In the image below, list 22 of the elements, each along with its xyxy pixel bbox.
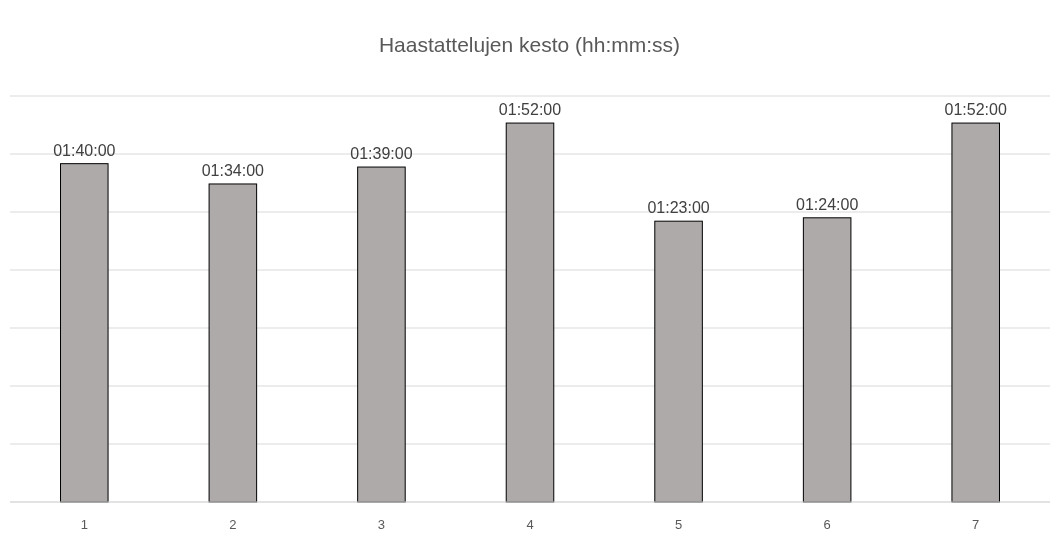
- data-label: 01:52:00: [944, 101, 1007, 119]
- data-label: 01:40:00: [53, 141, 116, 159]
- x-tick-label: 1: [80, 517, 88, 532]
- x-tick-label: 4: [526, 517, 534, 532]
- bar: [951, 122, 1000, 503]
- chart-title: Haastattelujen kesto (hh:mm:ss): [378, 33, 681, 56]
- bar: [654, 220, 703, 503]
- data-label: 01:39:00: [350, 145, 413, 163]
- bar: [802, 217, 852, 503]
- bar: [357, 166, 406, 503]
- bar: [505, 122, 555, 503]
- x-tick-label: 7: [972, 517, 980, 532]
- data-label: 01:24:00: [796, 195, 859, 213]
- x-tick-label: 6: [823, 517, 831, 532]
- x-tick-label: 2: [229, 517, 237, 532]
- data-label: 01:23:00: [647, 199, 710, 217]
- bar: [208, 183, 258, 503]
- bar: [60, 163, 109, 503]
- x-tick-label: 5: [674, 517, 683, 532]
- x-tick-label: 3: [377, 517, 386, 532]
- data-label: 01:34:00: [201, 161, 265, 179]
- data-label: 01:52:00: [498, 101, 562, 119]
